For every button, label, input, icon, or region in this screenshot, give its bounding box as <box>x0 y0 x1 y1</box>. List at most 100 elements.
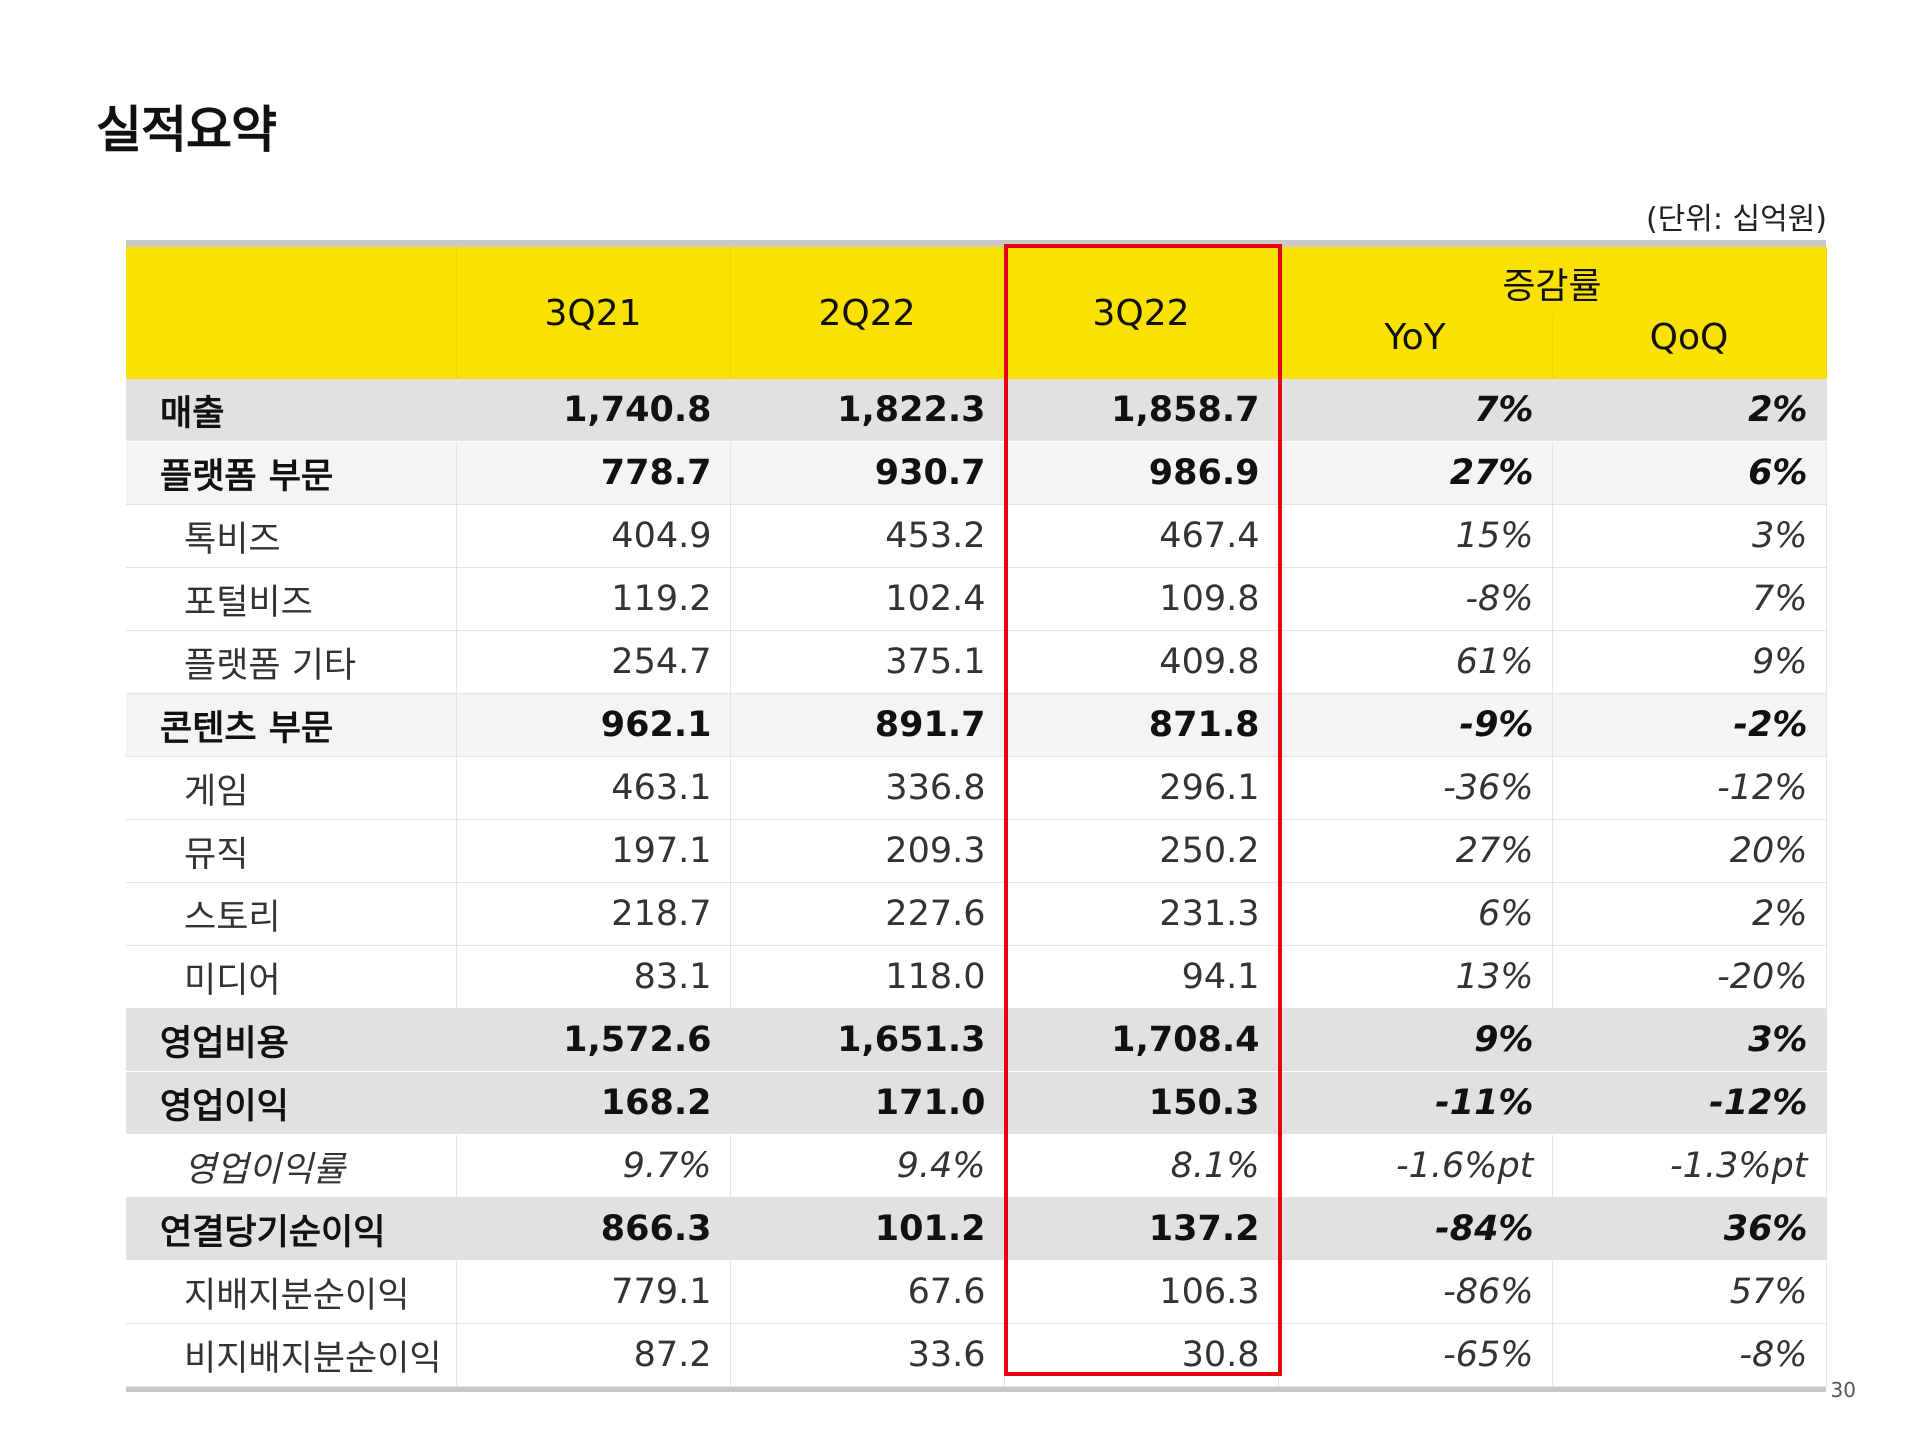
value-3q21: 778.7 <box>456 441 731 505</box>
value-yoy: 13% <box>1278 945 1553 1009</box>
value-3q22: 409.8 <box>1004 630 1279 694</box>
row-label: 포털비즈 <box>126 567 457 631</box>
table-row: 플랫폼 기타 254.7 375.1 409.8 61% 9% <box>126 630 1827 694</box>
page-title: 실적요약 <box>96 101 277 159</box>
table-row: 매출 1,740.8 1,822.3 1,858.7 7% 2% <box>126 379 1827 442</box>
row-label: 플랫폼 부문 <box>126 441 457 505</box>
value-3q22: 296.1 <box>1004 756 1279 820</box>
header-period-2q22: 2Q22 <box>730 247 1005 379</box>
table-row: 톡비즈 404.9 453.2 467.4 15% 3% <box>126 504 1827 568</box>
table-row: 미디어 83.1 118.0 94.1 13% -20% <box>126 945 1827 1009</box>
value-qoq: 6% <box>1552 441 1827 505</box>
row-label: 영업비용 <box>126 1008 457 1072</box>
table-header: 3Q21 2Q22 3Q22 증감률 YoY QoQ <box>126 247 1827 379</box>
value-yoy: 6% <box>1278 882 1553 946</box>
table-row: 지배지분순이익 779.1 67.6 106.3 -86% 57% <box>126 1260 1827 1324</box>
row-label: 플랫폼 기타 <box>126 630 457 694</box>
value-qoq: 3% <box>1552 1008 1827 1072</box>
value-qoq: 3% <box>1552 504 1827 568</box>
value-3q22: 8.1% <box>1004 1134 1279 1198</box>
table-row: 스토리 218.7 227.6 231.3 6% 2% <box>126 882 1827 946</box>
value-qoq: 57% <box>1552 1260 1827 1324</box>
value-yoy: 15% <box>1278 504 1553 568</box>
value-yoy: 7% <box>1278 379 1553 442</box>
value-qoq: 36% <box>1552 1197 1827 1261</box>
value-3q21: 404.9 <box>456 504 731 568</box>
header-qoq: QoQ <box>1552 315 1827 379</box>
value-3q21: 168.2 <box>456 1071 731 1135</box>
table-row: 게임 463.1 336.8 296.1 -36% -12% <box>126 756 1827 820</box>
value-2q22: 171.0 <box>730 1071 1005 1135</box>
value-yoy: -84% <box>1278 1197 1553 1261</box>
summary-table-wrapper: 3Q21 2Q22 3Q22 증감률 YoY QoQ 매출 1,740.8 1,82… <box>126 240 1827 1392</box>
row-label: 게임 <box>126 756 457 820</box>
value-yoy: -65% <box>1278 1323 1553 1387</box>
value-yoy: 9% <box>1278 1008 1553 1072</box>
value-qoq: -1.3%pt <box>1552 1134 1827 1198</box>
value-yoy: -36% <box>1278 756 1553 820</box>
unit-note: (단위: 십억원) <box>1645 202 1827 237</box>
value-3q22: 94.1 <box>1004 945 1279 1009</box>
value-2q22: 118.0 <box>730 945 1005 1009</box>
value-qoq: 7% <box>1552 567 1827 631</box>
value-qoq: -8% <box>1552 1323 1827 1387</box>
value-3q21: 463.1 <box>456 756 731 820</box>
value-2q22: 891.7 <box>730 693 1005 757</box>
row-label: 톡비즈 <box>126 504 457 568</box>
value-yoy: -9% <box>1278 693 1553 757</box>
value-2q22: 336.8 <box>730 756 1005 820</box>
value-3q22: 467.4 <box>1004 504 1279 568</box>
table-row: 포털비즈 119.2 102.4 109.8 -8% 7% <box>126 567 1827 631</box>
table-row: 콘텐츠 부문 962.1 891.7 871.8 -9% -2% <box>126 693 1827 757</box>
value-3q22: 30.8 <box>1004 1323 1279 1387</box>
value-3q22: 109.8 <box>1004 567 1279 631</box>
row-label: 매출 <box>126 379 457 442</box>
value-2q22: 1,651.3 <box>730 1008 1005 1072</box>
value-3q22: 150.3 <box>1004 1071 1279 1135</box>
table-bottom-rule <box>126 1387 1826 1392</box>
value-qoq: -2% <box>1552 693 1827 757</box>
value-yoy: 27% <box>1278 441 1553 505</box>
row-label: 뮤직 <box>126 819 457 883</box>
header-period-3q22: 3Q22 <box>1004 247 1279 379</box>
value-3q21: 83.1 <box>456 945 731 1009</box>
value-3q22: 106.3 <box>1004 1260 1279 1324</box>
value-3q22: 871.8 <box>1004 693 1279 757</box>
value-3q21: 962.1 <box>456 693 731 757</box>
value-yoy: -1.6%pt <box>1278 1134 1553 1198</box>
row-label: 지배지분순이익 <box>126 1260 457 1324</box>
value-3q21: 866.3 <box>456 1197 731 1261</box>
value-3q21: 779.1 <box>456 1260 731 1324</box>
value-2q22: 209.3 <box>730 819 1005 883</box>
value-2q22: 1,822.3 <box>730 379 1005 442</box>
value-3q21: 1,740.8 <box>456 379 731 442</box>
header-period-3q21: 3Q21 <box>456 247 731 379</box>
table-row: 뮤직 197.1 209.3 250.2 27% 20% <box>126 819 1827 883</box>
value-3q22: 250.2 <box>1004 819 1279 883</box>
value-3q21: 197.1 <box>456 819 731 883</box>
value-yoy: -11% <box>1278 1071 1553 1135</box>
header-change-group: 증감률 <box>1278 247 1827 315</box>
value-2q22: 930.7 <box>730 441 1005 505</box>
value-3q21: 9.7% <box>456 1134 731 1198</box>
value-3q22: 231.3 <box>1004 882 1279 946</box>
value-qoq: -20% <box>1552 945 1827 1009</box>
value-yoy: 27% <box>1278 819 1553 883</box>
value-qoq: 2% <box>1552 379 1827 442</box>
row-label: 미디어 <box>126 945 457 1009</box>
value-qoq: 9% <box>1552 630 1827 694</box>
value-2q22: 102.4 <box>730 567 1005 631</box>
header-label-cell <box>126 247 457 379</box>
earnings-summary-table: 3Q21 2Q22 3Q22 증감률 YoY QoQ 매출 1,740.8 1,82… <box>126 247 1827 1387</box>
value-3q22: 137.2 <box>1004 1197 1279 1261</box>
value-qoq: 20% <box>1552 819 1827 883</box>
value-2q22: 227.6 <box>730 882 1005 946</box>
page-number: 30 <box>1830 1378 1856 1402</box>
value-3q21: 1,572.6 <box>456 1008 731 1072</box>
value-qoq: -12% <box>1552 756 1827 820</box>
header-yoy: YoY <box>1278 315 1553 379</box>
row-label: 스토리 <box>126 882 457 946</box>
value-3q22: 986.9 <box>1004 441 1279 505</box>
value-3q21: 119.2 <box>456 567 731 631</box>
